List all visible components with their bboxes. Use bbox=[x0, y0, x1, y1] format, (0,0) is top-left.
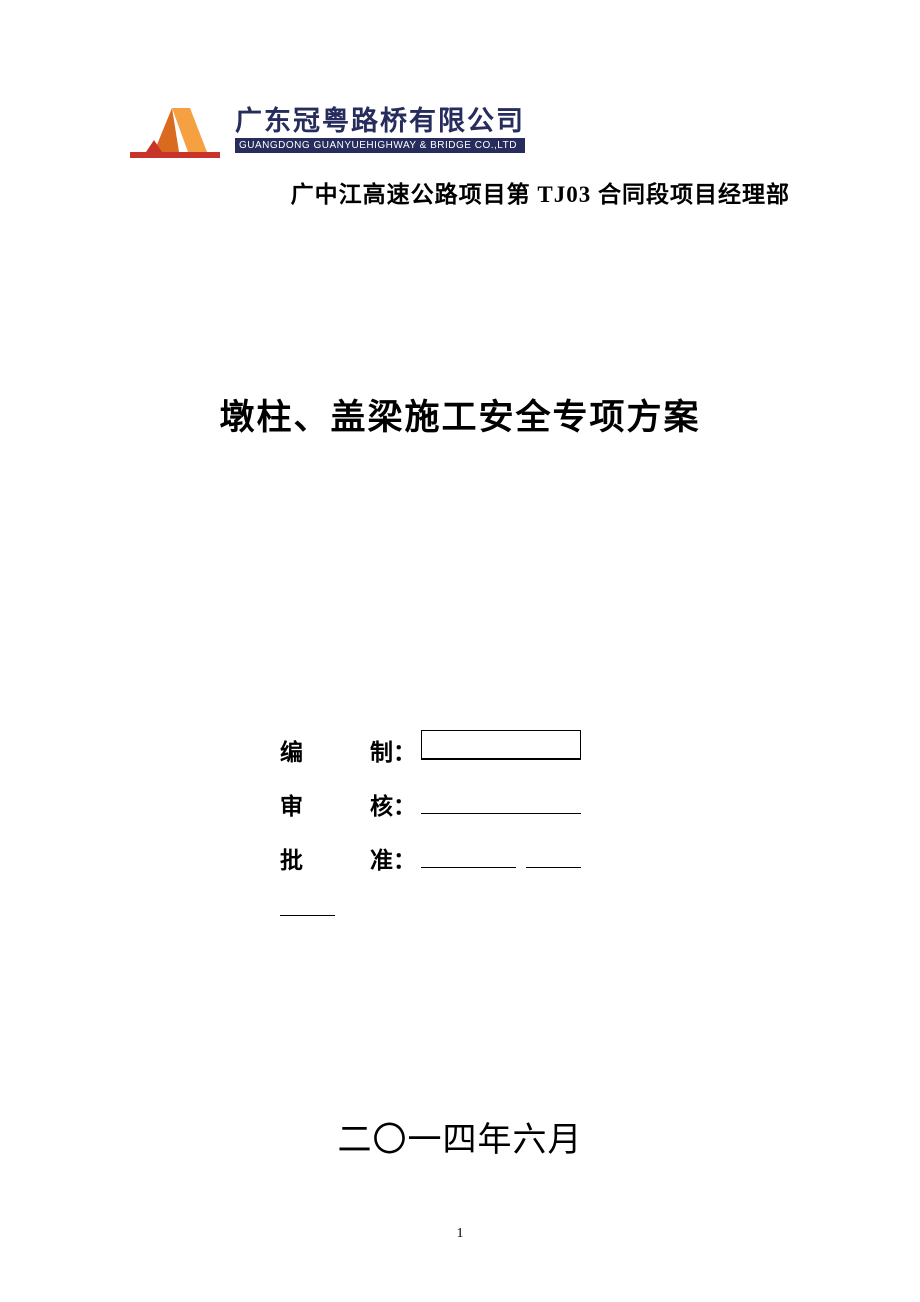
sig-label: 准： bbox=[370, 841, 416, 875]
company-name-en: GUANGDONG GUANYUEHIGHWAY & BRIDGE CO.,LT… bbox=[235, 138, 525, 153]
page-number: 1 bbox=[457, 1226, 464, 1242]
sig-label: 批 bbox=[280, 841, 315, 875]
document-page: 广东冠粤路桥有限公司 GUANGDONG GUANYUEHIGHWAY & BR… bbox=[0, 0, 920, 1302]
signature-row-reviewer: 审 核： bbox=[280, 787, 790, 821]
signature-line bbox=[421, 809, 581, 814]
signature-line bbox=[421, 863, 516, 868]
logo-text: 广东冠粤路桥有限公司 GUANGDONG GUANYUEHIGHWAY & BR… bbox=[235, 107, 525, 154]
sig-label: 核： bbox=[370, 787, 416, 821]
signature-block: 编 制： 审 核： 批 准： bbox=[280, 730, 790, 922]
signature-row-compiler: 编 制： bbox=[280, 730, 790, 767]
signature-row-approver: 批 准： bbox=[280, 841, 790, 875]
sig-label: 制： bbox=[370, 733, 416, 767]
company-logo-icon bbox=[130, 100, 220, 160]
trailing-underline bbox=[280, 895, 790, 922]
company-name-cn: 广东冠粤路桥有限公司 bbox=[235, 107, 525, 137]
signature-box bbox=[421, 730, 581, 760]
project-subtitle: 广中江高速公路项目第 TJ03 合同段项目经理部 bbox=[130, 175, 790, 209]
logo-section: 广东冠粤路桥有限公司 GUANGDONG GUANYUEHIGHWAY & BR… bbox=[130, 100, 790, 160]
signature-line bbox=[526, 863, 581, 868]
document-title: 墩柱、盖梁施工安全专项方案 bbox=[130, 389, 790, 440]
document-date: 二〇一四年六月 bbox=[130, 1112, 790, 1161]
sig-label: 编 bbox=[280, 733, 315, 767]
sig-label: 审 bbox=[280, 787, 315, 821]
